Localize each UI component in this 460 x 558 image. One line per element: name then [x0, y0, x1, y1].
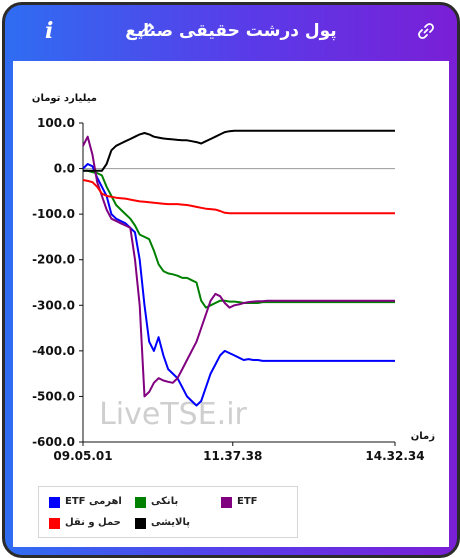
chart-title: پول درشت حقیقی صنایع — [125, 21, 337, 41]
y-tick-label: 0.0 — [54, 162, 75, 176]
chart-legend: ETF اهرمی بانکی ETF حمل و نقل پالایشی — [38, 486, 298, 538]
legend-label: بانکی — [151, 496, 179, 507]
legend-swatch — [135, 497, 146, 508]
card-header: i پول درشت حقیقی صنایع — [5, 5, 457, 61]
legend-swatch — [221, 497, 232, 508]
y-tick-label: -300.0 — [32, 298, 75, 312]
x-tick-label: 11.37.38 — [203, 449, 262, 463]
x-tick-label: 09.05.01 — [53, 449, 112, 463]
legend-label: ETF — [237, 496, 258, 507]
series-line — [83, 129, 395, 172]
pencil-icon — [139, 22, 155, 38]
legend-swatch — [49, 518, 60, 529]
chart-panel: میلیارد تومان زمان LiveTSE.ir 100.0 0.0 -1… — [13, 61, 449, 547]
y-axis-label: میلیارد تومان — [32, 93, 97, 104]
legend-swatch — [49, 497, 60, 508]
series-line — [82, 179, 395, 215]
series-line — [83, 169, 395, 309]
legend-label: حمل و نقل — [65, 517, 121, 528]
y-tick-label: -200.0 — [32, 253, 75, 267]
series-line — [82, 135, 395, 398]
info-icon[interactable]: i — [45, 18, 54, 44]
legend-swatch — [135, 518, 146, 529]
link-icon[interactable] — [417, 22, 435, 40]
legend-label: ETF اهرمی — [65, 496, 122, 507]
y-tick-label: 100.0 — [37, 116, 75, 130]
legend-label: پالایشی — [151, 517, 191, 528]
y-tick-label: -500.0 — [32, 389, 75, 403]
x-tick-label: 14.32.34 — [365, 449, 424, 463]
x-axis-label: زمان — [411, 431, 435, 442]
y-tick-label: -100.0 — [32, 207, 75, 221]
y-tick-label: -600.0 — [32, 435, 75, 449]
series-line — [82, 163, 395, 407]
y-tick-label: -400.0 — [32, 344, 75, 358]
line-chart: میلیارد تومان زمان LiveTSE.ir 100.0 0.0 -1… — [32, 93, 435, 463]
watermark: LiveTSE.ir — [99, 397, 247, 432]
